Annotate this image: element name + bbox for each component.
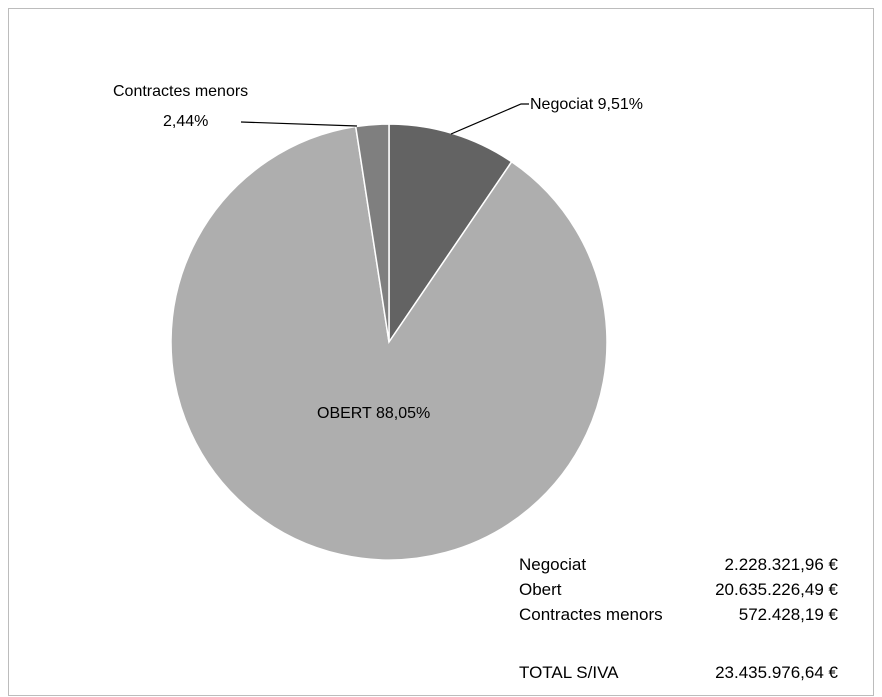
summary-amount: 2.228.321,96 € (724, 555, 838, 574)
summary-total-name: TOTAL S/IVA (519, 663, 619, 682)
slice-label-contractes-menors-line2: 2,44% (163, 113, 208, 130)
slice-label-contractes-menors-line1: Contractes menors (113, 83, 248, 100)
chart-frame: Negociat 9,51% OBERT 88,05% Contractes m… (8, 8, 874, 696)
summary-row-negociat: Negociat 2.228.321,96 € (519, 553, 838, 577)
summary-row-contractes-menors: Contractes menors 572.428,19 € (519, 603, 838, 627)
summary-name: Negociat (519, 555, 587, 574)
summary-total-amount: 23.435.976,64 € (715, 663, 838, 682)
leader-line-contractes-menors (240, 121, 358, 127)
slice-label-negociat: Negociat 9,51% (530, 96, 643, 113)
summary-name: Obert (519, 580, 562, 599)
leader-line-negociat (450, 103, 529, 135)
summary-row-total: TOTAL S/IVA 23.435.976,64 € (519, 661, 838, 685)
pie-chart: Negociat 9,51% OBERT 88,05% Contractes m… (113, 83, 643, 561)
summary-name: Contractes menors (519, 605, 663, 624)
slice-label-obert: OBERT 88,05% (317, 405, 430, 422)
summary-amount: 572.428,19 € (738, 605, 838, 624)
summary-amount: 20.635.226,49 € (715, 580, 838, 599)
summary-table: Negociat 2.228.321,96 € Obert 20.635.226… (519, 553, 838, 693)
summary-row-obert: Obert 20.635.226,49 € (519, 578, 838, 602)
pie-slice-obert (170, 125, 608, 561)
